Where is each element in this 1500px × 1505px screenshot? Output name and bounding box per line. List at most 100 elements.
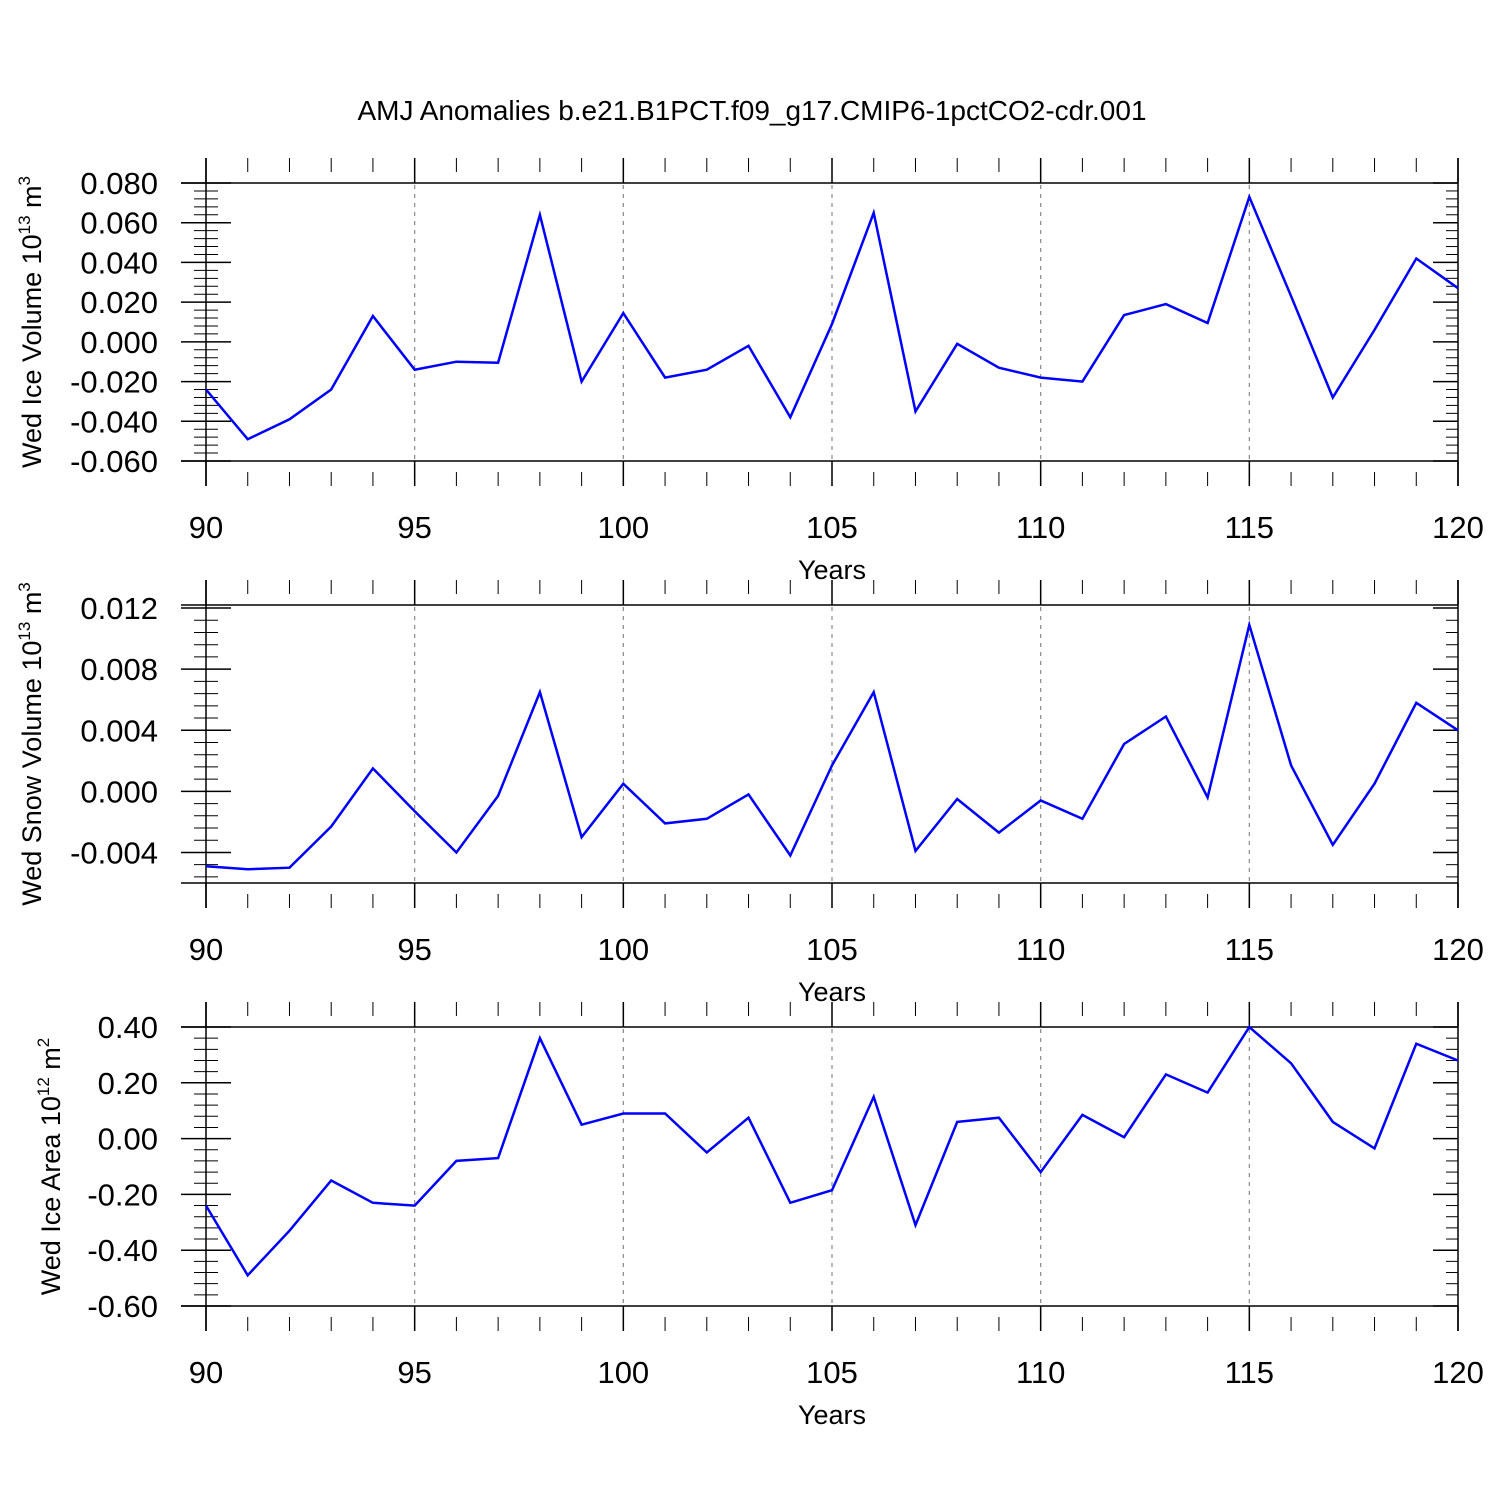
y-tick-label: 0.000 (80, 774, 158, 809)
data-point (788, 415, 792, 419)
data-point (287, 1229, 291, 1233)
y-tick-label: 0.080 (80, 166, 158, 201)
x-axis-label: Years (798, 1400, 866, 1430)
data-point (413, 809, 417, 813)
data-point (997, 831, 1001, 835)
data-point (830, 763, 834, 767)
data-point (872, 211, 876, 215)
data-point (747, 344, 751, 348)
data-point (580, 380, 584, 384)
data-point (1039, 1170, 1043, 1174)
y-tick-label: -0.020 (70, 365, 158, 400)
x-tick-label: 115 (1225, 510, 1274, 545)
x-tick-label: 90 (189, 510, 223, 545)
chart-title: AMJ Anomalies b.e21.B1PCT.f09_g17.CMIP6-… (357, 95, 1146, 126)
y-tick-label: 0.012 (80, 591, 158, 626)
x-tick-label: 115 (1225, 932, 1274, 967)
y-tick-label: -0.060 (70, 444, 158, 479)
data-point (747, 792, 751, 796)
x-tick-label: 100 (597, 932, 649, 967)
y-axis-label: Wed Ice Volume 1013 m3 (15, 176, 47, 468)
y-tick-label: -0.60 (87, 1289, 158, 1324)
data-point (287, 417, 291, 421)
data-point (1373, 328, 1377, 332)
data-point (580, 1123, 584, 1127)
data-point (371, 1201, 375, 1205)
data-point (1247, 195, 1251, 199)
series-line (205, 620, 1459, 871)
x-tick-label: 105 (806, 510, 858, 545)
data-point (663, 376, 667, 380)
y-tick-label: 0.004 (80, 713, 158, 748)
data-point (705, 817, 709, 821)
data-point (913, 849, 917, 853)
data-point (955, 797, 959, 801)
data-point (1039, 799, 1043, 803)
y-axis-label: Wed Ice Area 1012 m2 (34, 1038, 66, 1296)
data-point (955, 1120, 959, 1124)
y-tick-label: -0.40 (87, 1233, 158, 1268)
data-point (454, 850, 458, 854)
data-point (1164, 302, 1168, 306)
data-point (246, 867, 250, 871)
data-point (1164, 1072, 1168, 1076)
data-point (1373, 782, 1377, 786)
data-point (621, 1111, 625, 1115)
data-point (1206, 321, 1210, 325)
y-tick-label: 0.000 (80, 325, 158, 360)
x-tick-label: 120 (1432, 510, 1484, 545)
data-point (1456, 728, 1460, 732)
y-tick-label: 0.060 (80, 206, 158, 241)
x-tick-label: 115 (1225, 1355, 1274, 1390)
data-point (1247, 623, 1251, 627)
data-point (621, 311, 625, 315)
data-point (1080, 817, 1084, 821)
data-point (1456, 286, 1460, 290)
data-point (788, 1201, 792, 1205)
data-point (329, 1178, 333, 1182)
data-point (621, 782, 625, 786)
x-tick-label: 110 (1016, 510, 1065, 545)
data-point (1373, 1146, 1377, 1150)
data-point (955, 342, 959, 346)
data-point (913, 1223, 917, 1227)
data-point (872, 690, 876, 694)
data-point (705, 368, 709, 372)
panel-2: -0.004 0.000 0.004 0.008 0.012 90 95 100 105 110 1… (15, 580, 1484, 1007)
data-point (1206, 1091, 1210, 1095)
x-tick-label: 100 (597, 510, 649, 545)
data-point (371, 314, 375, 318)
data-point (454, 1159, 458, 1163)
data-point (872, 1095, 876, 1099)
x-tick-label: 120 (1432, 1355, 1484, 1390)
data-point (830, 1188, 834, 1192)
data-point (1289, 763, 1293, 767)
data-point (1122, 742, 1126, 746)
data-point (997, 366, 1001, 370)
y-tick-label: 0.020 (80, 285, 158, 320)
data-point (413, 368, 417, 372)
data-point (454, 360, 458, 364)
data-point (496, 1156, 500, 1160)
data-point (204, 1204, 208, 1208)
data-point (496, 361, 500, 365)
data-point (1414, 256, 1418, 260)
data-point (1414, 1042, 1418, 1046)
data-point (663, 1111, 667, 1115)
data-point (538, 213, 542, 217)
data-point (204, 388, 208, 392)
data-point (580, 835, 584, 839)
panel-3: -0.60 -0.40 -0.20 0.00 0.20 0.40 90 95 100 105 110… (34, 1002, 1484, 1430)
data-point (329, 824, 333, 828)
data-point (913, 409, 917, 413)
x-tick-label: 110 (1016, 932, 1065, 967)
data-point (788, 854, 792, 858)
data-point (1414, 701, 1418, 705)
data-point (371, 766, 375, 770)
data-point (1289, 294, 1293, 298)
y-tick-label: -0.004 (70, 835, 158, 870)
data-point (830, 322, 834, 326)
data-point (747, 1116, 751, 1120)
y-tick-label: -0.040 (70, 404, 158, 439)
